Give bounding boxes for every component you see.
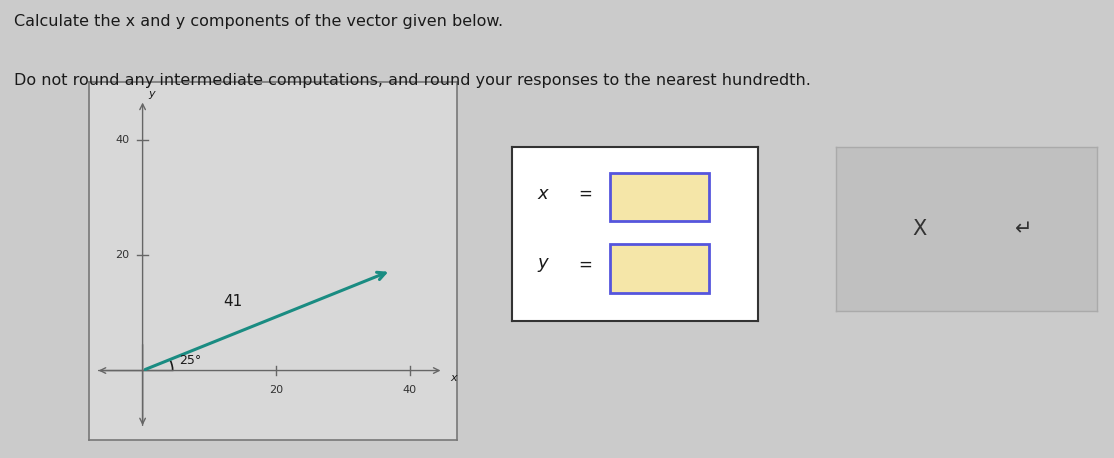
Text: $x$: $x$ <box>537 185 550 202</box>
Text: $y$: $y$ <box>537 256 550 274</box>
Text: Do not round any intermediate computations, and round your responses to the near: Do not round any intermediate computatio… <box>14 73 811 88</box>
Text: x: x <box>450 373 457 383</box>
Text: X: X <box>912 219 927 239</box>
FancyBboxPatch shape <box>610 244 709 293</box>
Text: Calculate the x and y components of the vector given below.: Calculate the x and y components of the … <box>14 14 504 29</box>
Text: =: = <box>578 185 593 202</box>
Text: 25°: 25° <box>179 354 202 366</box>
Text: ↵: ↵ <box>1015 219 1033 239</box>
FancyBboxPatch shape <box>610 173 709 221</box>
Text: 41: 41 <box>224 294 243 309</box>
Text: 20: 20 <box>270 385 283 395</box>
Text: =: = <box>578 256 593 274</box>
Text: y: y <box>148 89 155 99</box>
Text: 40: 40 <box>115 135 129 145</box>
Text: 40: 40 <box>403 385 417 395</box>
Text: 20: 20 <box>115 251 129 260</box>
